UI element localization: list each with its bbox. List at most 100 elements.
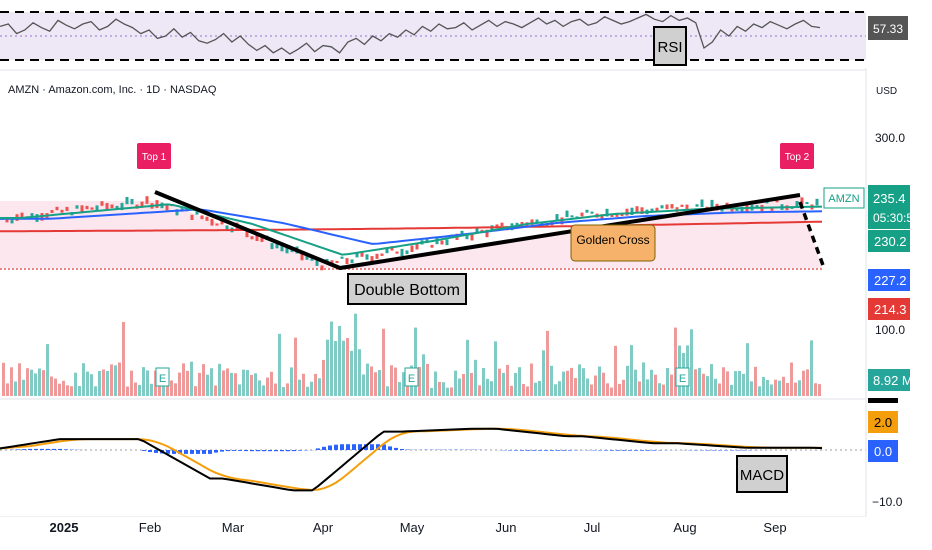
candle [140, 201, 144, 208]
volume-bar [510, 385, 513, 396]
earnings-marker-feb[interactable]: E [155, 367, 170, 387]
candle [390, 246, 394, 251]
volume-bar [442, 382, 445, 396]
volume-bar [598, 366, 601, 396]
signal-line [0, 427, 823, 492]
candle [620, 213, 624, 217]
volume-bar [782, 376, 785, 396]
macd-histogram-bar [388, 446, 392, 450]
volume-bar [490, 381, 493, 396]
macd-histogram-bar [298, 450, 302, 451]
volume-bar [366, 363, 369, 396]
volume-bar [710, 364, 713, 396]
volume-bar [274, 383, 277, 396]
candle [190, 214, 194, 220]
macd-histogram-bar [538, 450, 542, 451]
volume-bar [766, 380, 769, 396]
volume-bar [114, 365, 117, 396]
macd-histogram-bar [544, 450, 548, 451]
volume-bar [526, 386, 529, 396]
macd-histogram-bar [382, 444, 386, 450]
volume-bar [466, 339, 469, 396]
candle [280, 244, 284, 252]
volume-bar [602, 372, 605, 396]
volume-bar [22, 379, 25, 396]
macd-histogram-bar [610, 450, 614, 451]
earnings-marker-aug[interactable]: E [675, 367, 690, 387]
volume-bar [98, 371, 101, 396]
volume-bar [18, 363, 21, 396]
macd-line [0, 427, 823, 492]
candle [300, 252, 304, 261]
macd-histogram-bar [628, 450, 632, 451]
pattern-line [154, 190, 801, 271]
volume-bar [310, 381, 313, 396]
candle [500, 222, 504, 227]
volume-bar [78, 386, 81, 396]
candle [585, 209, 589, 213]
volume-bar [634, 369, 637, 396]
macd-histogram-bar [214, 450, 218, 453]
rsi-value-badge [868, 16, 908, 40]
candle [355, 253, 359, 258]
volume-bar [102, 369, 105, 396]
candle [380, 253, 384, 256]
macd-histogram-bar [736, 450, 740, 451]
volume-bar [586, 378, 589, 396]
candle [205, 216, 209, 221]
macd-histogram-bar [280, 450, 284, 452]
volume-bar [378, 370, 381, 396]
macd-histogram-bar [202, 450, 206, 454]
time-label-aug: Aug [673, 520, 696, 535]
ma-fast-badge [868, 230, 910, 252]
volume-bar [482, 368, 485, 396]
volume-bar [806, 369, 809, 396]
volume-bar [150, 383, 153, 396]
volume-bar [338, 326, 341, 396]
time-axis: 2025 Feb Mar Apr May Jun Jul Aug Sep [0, 516, 866, 535]
volume-bar [330, 321, 333, 396]
candle [795, 201, 799, 208]
volume-bar [38, 368, 41, 396]
macd-histogram-bar [34, 448, 38, 450]
rsi-label-box [653, 26, 687, 66]
macd-histogram-bar [742, 450, 746, 451]
volume-bar [534, 382, 537, 396]
volume-bar [26, 368, 29, 396]
earnings-marker-may[interactable]: E [404, 367, 419, 387]
volume-bar [238, 384, 241, 396]
volume-bar [558, 381, 561, 396]
candle [655, 207, 659, 211]
time-label-may: May [400, 520, 425, 535]
candle [245, 229, 249, 238]
volume-bar [246, 370, 249, 396]
volume-bar [730, 384, 733, 396]
volume-bar [286, 383, 289, 396]
volume-bar [230, 372, 233, 396]
volume-bar [222, 370, 225, 396]
volume-bar [242, 369, 245, 396]
candle [10, 217, 14, 224]
macd-histogram-bar [556, 450, 560, 451]
chart-title: AMZN · Amazon.com, Inc. · 1D · NASDAQ [8, 84, 217, 96]
candle [485, 229, 489, 238]
macd-histogram-bar [208, 450, 212, 454]
volume-bar [638, 381, 641, 396]
candle [410, 245, 414, 252]
volume-bar [542, 350, 545, 396]
candle [695, 204, 699, 207]
macd-histogram-bar [526, 450, 530, 451]
volume-bar [486, 378, 489, 396]
volume-bar [718, 383, 721, 396]
volume-bar [266, 377, 269, 396]
rsi-line [0, 13, 821, 55]
macd-histogram-bar [640, 450, 644, 451]
volume-bar [722, 367, 725, 396]
macd-histogram-bar [532, 450, 536, 451]
candle [630, 207, 634, 215]
volume-bar [326, 339, 329, 396]
currency-label[interactable]: USD [876, 86, 898, 97]
macd-histogram-bar [232, 450, 236, 451]
volume-bar [474, 359, 477, 396]
volume-bar [470, 372, 473, 396]
